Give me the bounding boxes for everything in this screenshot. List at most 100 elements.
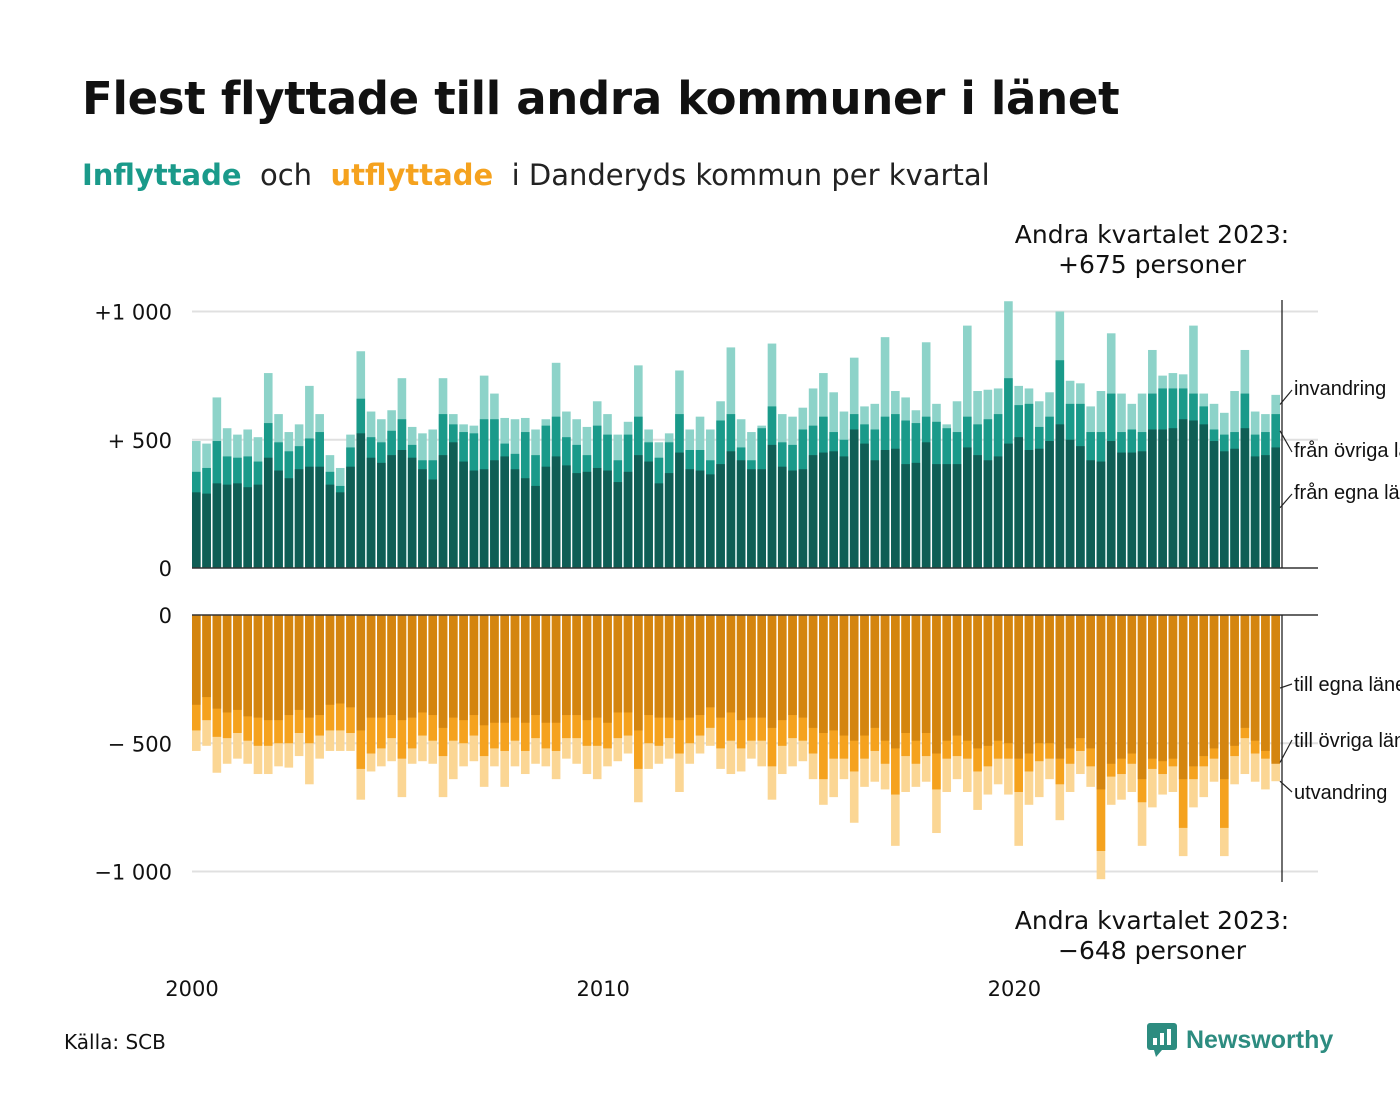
bar-out-egna [891, 615, 900, 749]
bar-out-egna [1014, 615, 1023, 759]
bar-out-egna [623, 615, 633, 713]
bar-out-egna [438, 615, 448, 728]
bar-out-egna [377, 615, 386, 718]
bar-in-egna [572, 473, 581, 568]
bar-in-egna [1230, 448, 1239, 568]
bar-in-egna [911, 462, 921, 568]
bar-out-egna [757, 615, 766, 718]
bar-out-egna [551, 615, 561, 723]
bar-in-egna [562, 465, 571, 568]
bar-in-egna [921, 442, 931, 568]
bar-out-egna [1004, 615, 1013, 744]
bar-out-egna [315, 615, 324, 716]
y-tick-bottom: − 500 [108, 732, 172, 756]
legend-label-out: utvandring [1294, 782, 1387, 804]
bar-out-egna [664, 615, 674, 718]
bar-in-egna [1189, 420, 1198, 568]
bar-out-egna [901, 615, 910, 733]
bar-in-egna [747, 469, 756, 568]
bar-out-egna [510, 615, 520, 718]
bar-in-egna [1178, 419, 1188, 568]
bar-in-egna [849, 429, 859, 568]
bar-in-egna [263, 457, 273, 568]
subtitle-och: och [260, 158, 313, 192]
bar-out-egna [500, 615, 509, 723]
bar-in-egna [654, 483, 664, 568]
bar-out-egna [839, 615, 849, 736]
y-tick-bottom: 0 [159, 604, 172, 628]
bar-out-egna [644, 615, 653, 716]
bar-out-egna [274, 615, 283, 721]
bar-out-egna [397, 615, 407, 721]
legend-leader [1279, 780, 1293, 793]
bar-in-egna [284, 478, 294, 568]
bar-out-egna [860, 615, 869, 736]
bar-out-egna [993, 615, 1003, 741]
x-tick-label: 2010 [576, 977, 629, 1001]
bar-out-egna [202, 615, 211, 698]
bar-out-egna [829, 615, 838, 731]
bar-in-egna [469, 470, 479, 568]
y-tick-top: 0 [159, 557, 172, 581]
bar-out-egna [973, 615, 982, 749]
bar-in-egna [500, 456, 509, 568]
bar-in-egna [952, 464, 962, 568]
subtitle-rest: i Danderyds kommun per kvartal [511, 158, 990, 192]
bar-in-egna [1127, 452, 1137, 568]
bar-in-egna [479, 469, 489, 568]
bar-out-egna [1220, 615, 1229, 780]
bar-in-egna [212, 483, 222, 568]
bar-out-egna [1106, 615, 1116, 764]
bar-in-egna [932, 464, 941, 568]
bar-in-egna [1261, 455, 1270, 568]
x-tick-label: 2000 [165, 977, 218, 1001]
bar-out-egna [603, 615, 612, 723]
bar-in-egna [757, 469, 766, 568]
bar-in-egna [860, 443, 869, 568]
bar-in-egna [1014, 437, 1023, 568]
bar-in-egna [891, 448, 900, 568]
bar-out-egna [541, 615, 551, 723]
bar-in-egna [1168, 428, 1178, 568]
bar-out-egna [767, 615, 777, 728]
bar-out-egna [634, 615, 643, 731]
bar-out-egna [192, 615, 201, 705]
bar-out-egna [1086, 615, 1095, 749]
bar-out-egna [1178, 615, 1188, 780]
newsworthy-logo-icon [1147, 1023, 1177, 1057]
bar-out-egna [459, 615, 468, 721]
bar-in-egna [335, 492, 345, 568]
subtitle-utflyttade: utflyttade [330, 158, 494, 192]
bar-out-egna [1271, 615, 1280, 764]
bar-in-egna [829, 451, 838, 568]
bar-in-egna [520, 478, 530, 568]
bar-in-egna [1024, 450, 1034, 568]
bar-in-egna [397, 450, 407, 568]
bar-in-egna [1055, 424, 1065, 568]
bar-in-egna [1034, 448, 1044, 568]
bar-out-egna [253, 615, 263, 718]
bar-out-egna [335, 615, 345, 704]
legend-leader [1279, 493, 1293, 509]
y-tick-top: +1 000 [94, 301, 172, 325]
bar-out-egna [212, 615, 222, 709]
bar-in-egna [942, 464, 952, 568]
legend-label-in: från egna länet [1294, 482, 1400, 504]
bar-out-egna [798, 615, 808, 718]
bar-in-egna [983, 460, 993, 568]
bar-out-egna [808, 615, 818, 728]
bar-out-egna [305, 615, 314, 718]
bar-out-egna [490, 615, 499, 723]
bar-out-egna [788, 615, 797, 716]
bar-in-egna [613, 482, 623, 568]
bar-out-egna [284, 615, 294, 716]
bar-out-egna [932, 615, 941, 754]
subtitle-inflyttade: Inflyttade [82, 158, 242, 192]
bar-in-egna [1240, 428, 1250, 568]
bar-out-egna [449, 615, 458, 718]
annotation-bottom-line1: Andra kvartalet 2023: [1014, 906, 1290, 935]
bar-in-egna [428, 479, 438, 568]
bar-in-egna [736, 460, 746, 568]
bar-in-egna [592, 467, 602, 568]
